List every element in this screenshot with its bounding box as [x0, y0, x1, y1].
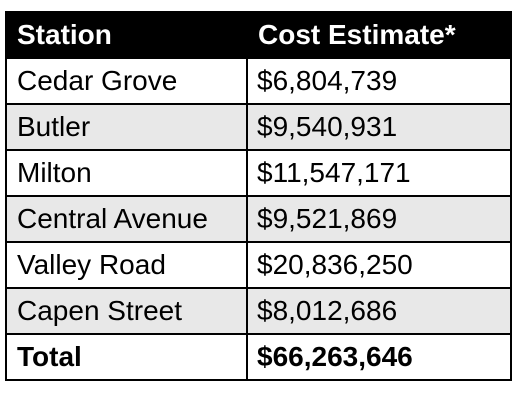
station-name: Central Avenue: [5, 195, 248, 243]
table-header-row: Station Cost Estimate*: [5, 11, 512, 59]
header-cost-estimate: Cost Estimate*: [246, 11, 512, 59]
table-row: Capen Street $8,012,686: [5, 287, 512, 335]
cost-estimate: $20,836,250: [246, 241, 512, 289]
cost-estimate: $9,540,931: [246, 103, 512, 151]
cost-estimate: $8,012,686: [246, 287, 512, 335]
table-row: Milton $11,547,171: [5, 149, 512, 197]
total-label: Total: [5, 333, 248, 381]
total-row: Total $66,263,646: [5, 333, 512, 381]
station-name: Cedar Grove: [5, 57, 248, 105]
total-cost: $66,263,646: [246, 333, 512, 381]
header-station: Station: [5, 11, 248, 59]
cost-estimate: $9,521,869: [246, 195, 512, 243]
cost-estimate: $6,804,739: [246, 57, 512, 105]
station-name: Valley Road: [5, 241, 248, 289]
table-row: Valley Road $20,836,250: [5, 241, 512, 289]
table-row: Butler $9,540,931: [5, 103, 512, 151]
table-row: Central Avenue $9,521,869: [5, 195, 512, 243]
station-cost-table: Station Cost Estimate* Cedar Grove $6,80…: [5, 11, 512, 381]
station-name: Butler: [5, 103, 248, 151]
table-row: Cedar Grove $6,804,739: [5, 57, 512, 105]
station-name: Capen Street: [5, 287, 248, 335]
station-name: Milton: [5, 149, 248, 197]
cost-estimate: $11,547,171: [246, 149, 512, 197]
